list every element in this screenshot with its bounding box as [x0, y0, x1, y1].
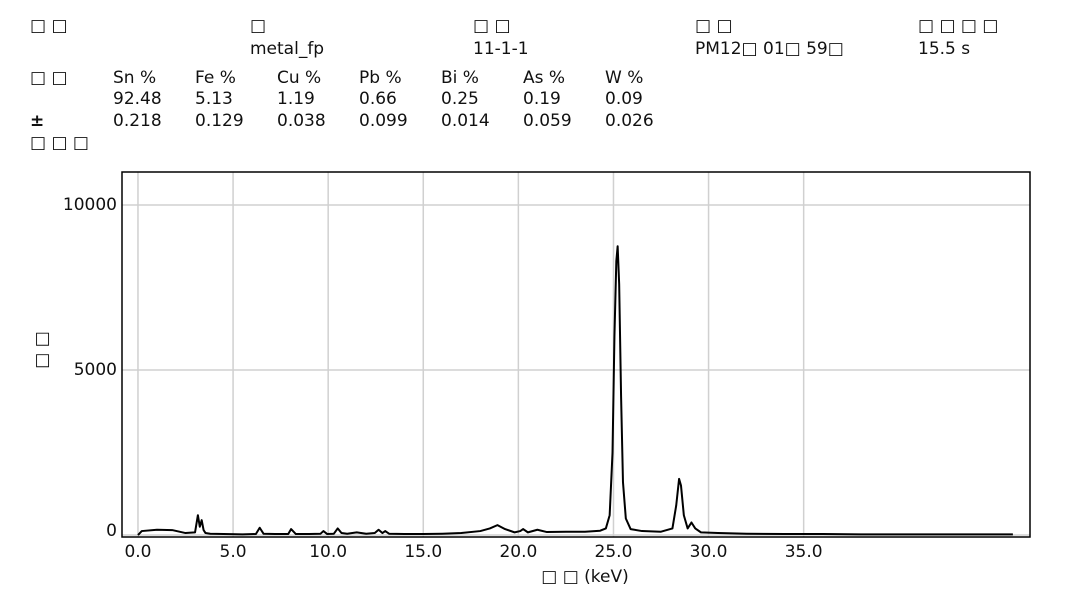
x-tick-label: 35.0	[785, 542, 823, 562]
element-error: 0.129	[195, 111, 244, 131]
header-label: □ □	[30, 16, 68, 36]
element-value: 0.25	[441, 89, 479, 109]
y-axis-label: □ □	[32, 331, 52, 369]
element-value: 0.19	[523, 89, 561, 109]
x-axis-label: □ □ (keV)	[541, 567, 629, 587]
header-value: 15.5 s	[918, 39, 971, 59]
y-tick-label: 0	[106, 521, 117, 541]
element-error: 0.099	[359, 111, 408, 131]
y-tick-label: 10000	[63, 195, 117, 215]
element-name: Bi %	[441, 68, 479, 88]
header-label: □	[250, 16, 267, 36]
results-note: □ □ □	[30, 133, 89, 153]
element-error: 0.038	[277, 111, 326, 131]
x-tick-label: 25.0	[595, 542, 633, 562]
y-tick-label: 5000	[74, 360, 117, 380]
element-error: 0.014	[441, 111, 490, 131]
spectrum-line	[137, 245, 1013, 536]
header-label: □ □	[695, 16, 733, 36]
header-label: □ □	[473, 16, 511, 36]
element-value: 1.19	[277, 89, 315, 109]
element-name: Sn %	[113, 68, 157, 88]
x-tick-label: 10.0	[309, 542, 347, 562]
element-value: 5.13	[195, 89, 233, 109]
element-name: As %	[523, 68, 566, 88]
element-error: 0.026	[605, 111, 654, 131]
element-name: Pb %	[359, 68, 402, 88]
element-name: Cu %	[277, 68, 322, 88]
results-label: □ □	[30, 68, 68, 88]
x-tick-label: 15.0	[404, 542, 442, 562]
x-tick-label: 5.0	[220, 542, 247, 562]
element-value: 0.09	[605, 89, 643, 109]
element-value: 0.66	[359, 89, 397, 109]
element-name: Fe %	[195, 68, 236, 88]
error-label: ±	[30, 111, 45, 131]
element-error: 0.059	[523, 111, 572, 131]
x-tick-label: 20.0	[499, 542, 537, 562]
x-tick-label: 30.0	[690, 542, 728, 562]
element-name: W %	[605, 68, 644, 88]
element-value: 92.48	[113, 89, 162, 109]
header-value: PM12□ 01□ 59□	[695, 39, 844, 59]
header-value: 11-1-1	[473, 39, 529, 59]
plot-frame	[121, 171, 1031, 538]
header-value: metal_fp	[250, 39, 325, 59]
element-error: 0.218	[113, 111, 162, 131]
x-tick-label: 0.0	[124, 542, 151, 562]
header-label: □ □ □ □	[918, 16, 999, 36]
